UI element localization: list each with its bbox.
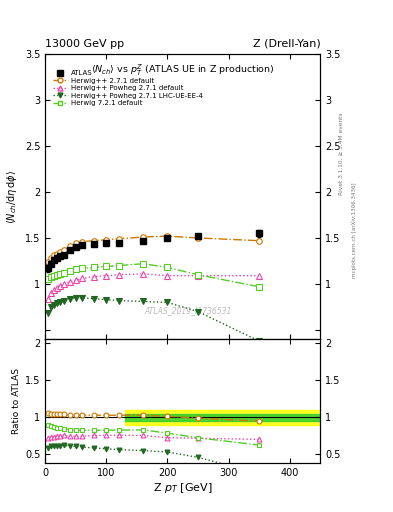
Text: Z (Drell-Yan): Z (Drell-Yan) [253, 38, 320, 49]
Text: mcplots.cern.ch [arXiv:1306.3436]: mcplots.cern.ch [arXiv:1306.3436] [352, 183, 357, 278]
Text: Rivet 3.1.10, ≥ 3.4M events: Rivet 3.1.10, ≥ 3.4M events [339, 112, 344, 195]
Bar [125, 414, 320, 421]
X-axis label: Z $p_T$ [GeV]: Z $p_T$ [GeV] [153, 481, 213, 495]
Bar [125, 410, 320, 425]
Text: ATLAS_2019_I1736531: ATLAS_2019_I1736531 [145, 306, 232, 315]
Legend: ATLAS, Herwig++ 2.7.1 default, Herwig++ Powheg 2.7.1 default, Herwig++ Powheg 2.: ATLAS, Herwig++ 2.7.1 default, Herwig++ … [51, 69, 204, 108]
Y-axis label: Ratio to ATLAS: Ratio to ATLAS [12, 368, 21, 434]
Y-axis label: $\langle N_{ch}/\mathrm{d}\eta\,\mathrm{d}\phi\rangle$: $\langle N_{ch}/\mathrm{d}\eta\,\mathrm{… [5, 169, 19, 224]
Text: $\langle N_{ch}\rangle$ vs $p_T^Z$ (ATLAS UE in Z production): $\langle N_{ch}\rangle$ vs $p_T^Z$ (ATLA… [91, 62, 275, 77]
Text: 13000 GeV pp: 13000 GeV pp [45, 38, 124, 49]
